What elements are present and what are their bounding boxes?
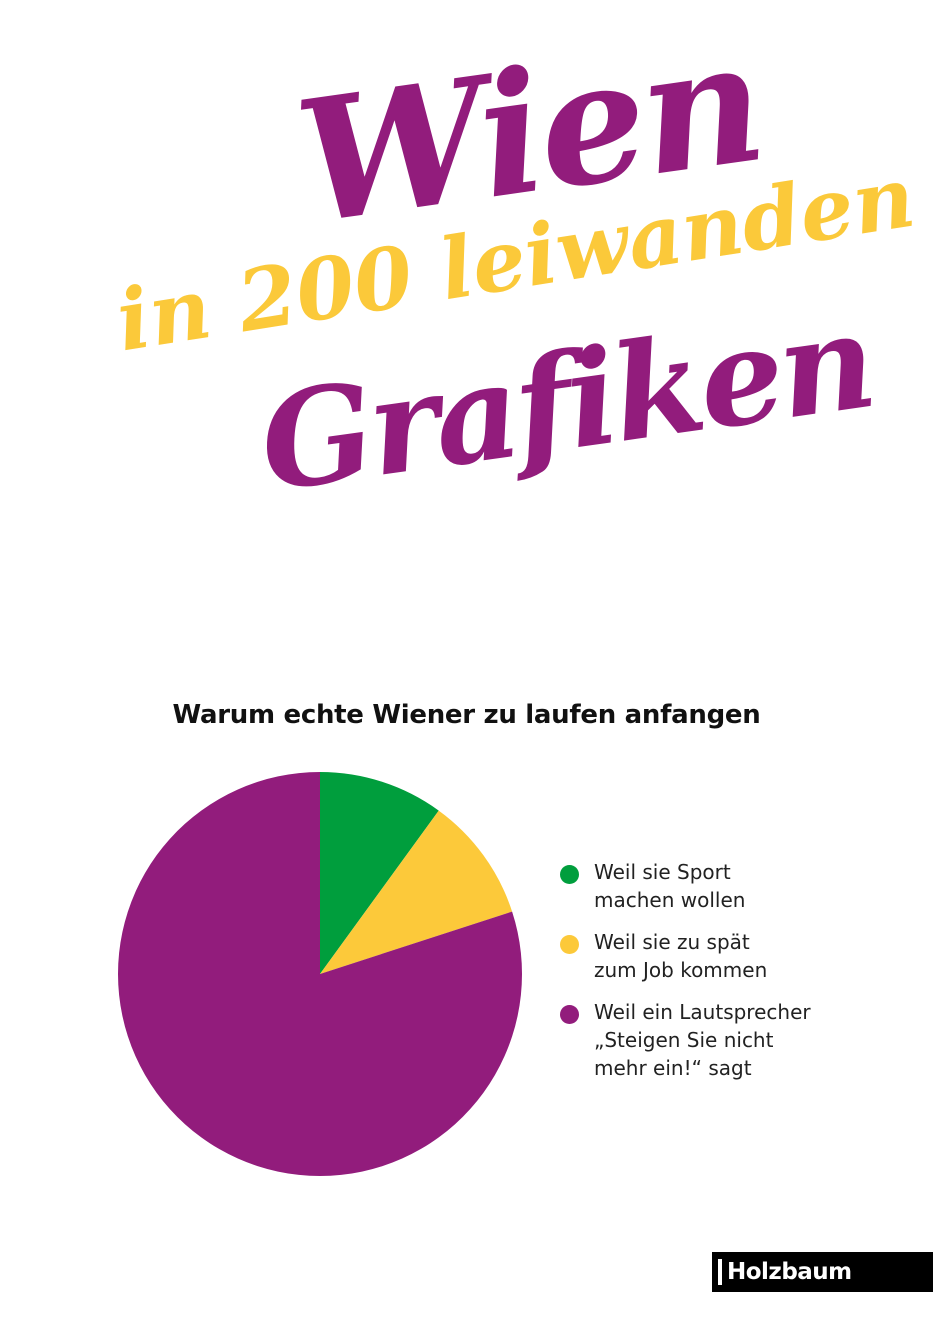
legend-swatch-1 [560,935,579,954]
legend-label-2: Weil ein Lautsprecher „Steigen Sie nicht… [594,1000,811,1080]
legend-swatch-2 [560,1005,579,1024]
legend-label-1: Weil sie zu spät zum Job kommen [594,930,768,982]
legend-item-2: Weil ein Lautsprecher „Steigen Sie nicht… [560,998,890,1082]
pie-slice-0 [320,772,439,974]
legend-swatch-0 [560,865,579,884]
pie-chart [117,772,522,1176]
publisher-name: Holzbaum [727,1259,852,1285]
chart-legend: Weil sie Sport machen wollen Weil sie zu … [560,858,890,1096]
publisher-logo: Holzbaum [712,1252,933,1292]
legend-item-1: Weil sie zu spät zum Job kommen [560,928,890,984]
legend-item-0: Weil sie Sport machen wollen [560,858,890,914]
cover-title: Wien in 200 leiwanden Grafiken [0,0,933,600]
pie-slice-1 [320,810,513,974]
publisher-logo-bar [718,1259,722,1285]
legend-label-0: Weil sie Sport machen wollen [594,860,746,912]
pie-slice-2 [117,772,522,1176]
chart-title: Warum echte Wiener zu laufen anfangen [172,700,761,730]
